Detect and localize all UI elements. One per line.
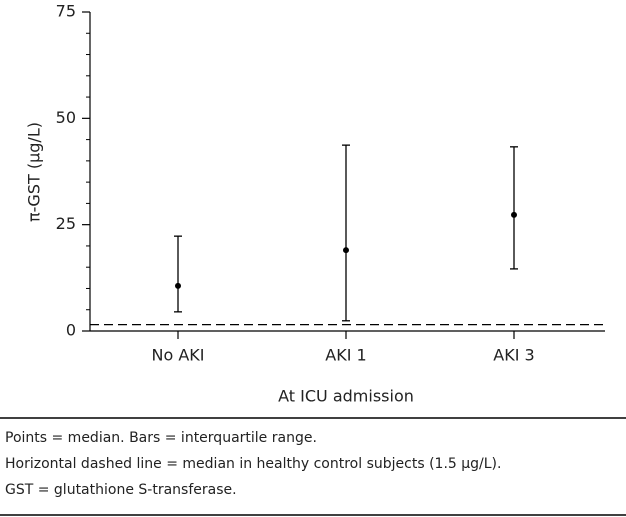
y-axis-label: π-GST (μg/L) (25, 122, 44, 222)
x-axis-label: At ICU admission (278, 387, 414, 406)
median-point (343, 247, 349, 254)
y-tick-label: 0 (66, 321, 76, 340)
y-tick-label: 75 (56, 2, 76, 21)
median-point (511, 211, 517, 218)
x-tick-label: AKI 3 (493, 346, 534, 365)
median-point (175, 282, 181, 289)
y-tick-label: 25 (56, 214, 76, 233)
note: Horizontal dashed line = median in healt… (5, 456, 501, 472)
x-tick-label: No AKI (152, 346, 205, 365)
note: Points = median. Bars = interquartile ra… (5, 430, 317, 446)
note: GST = glutathione S-transferase. (5, 482, 237, 498)
x-tick-label: AKI 1 (325, 346, 366, 365)
y-tick-label: 50 (56, 108, 76, 127)
